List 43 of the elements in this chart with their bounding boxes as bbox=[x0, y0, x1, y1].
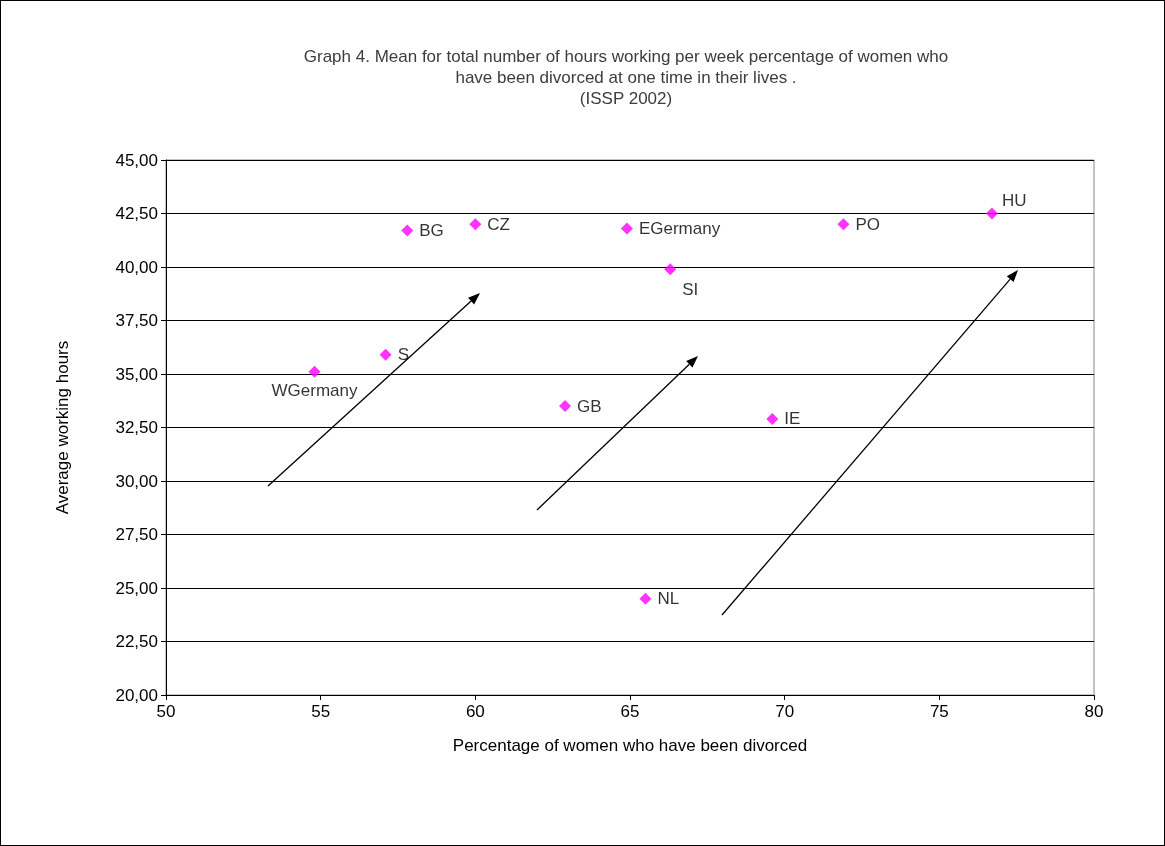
annotation: EGermany bbox=[638, 218, 721, 238]
annotation: IE bbox=[784, 409, 801, 429]
annotation: S bbox=[397, 345, 409, 365]
y-axis-title: Average working hours bbox=[53, 340, 72, 515]
y-tick-label: 25,00 bbox=[115, 578, 158, 598]
x-tick-label: 65 bbox=[620, 702, 640, 721]
y-tick-label: 32,50 bbox=[115, 418, 158, 437]
annotation: NL bbox=[657, 589, 680, 609]
annotation: PO bbox=[855, 214, 880, 234]
y-tick-label: 37,50 bbox=[115, 311, 158, 330]
point bbox=[469, 218, 482, 231]
annotation: SI bbox=[682, 280, 699, 300]
annotation: BG bbox=[419, 221, 444, 241]
x-tick-label: 60 bbox=[465, 702, 485, 721]
x-tick-label: 80 bbox=[1084, 702, 1104, 721]
point bbox=[379, 348, 392, 361]
y-tick-label: 42,50 bbox=[115, 204, 158, 223]
y-tick-label: 35,00 bbox=[115, 364, 158, 384]
x-tick-label: 70 bbox=[775, 702, 795, 721]
x-axis-title: Percentage of women who have been divorced bbox=[452, 736, 808, 755]
y-tick-label: 40,00 bbox=[115, 257, 158, 277]
y-tick-label: 27,50 bbox=[115, 525, 158, 544]
x-tick-label: 75 bbox=[929, 702, 949, 721]
y-tick-label: 22,50 bbox=[115, 632, 158, 651]
x-tick-label: 55 bbox=[311, 702, 331, 721]
chart-title: Graph 4. Mean for total number of hours working per week percentage of women who have been divorced at one time in their lives . (ISSP 2002) bbox=[303, 47, 949, 108]
point bbox=[664, 263, 677, 276]
annotation: WGermany bbox=[271, 380, 358, 400]
y-tick-label: 45,00 bbox=[115, 150, 158, 170]
point bbox=[620, 222, 633, 235]
point bbox=[766, 412, 779, 425]
point bbox=[401, 224, 414, 237]
x-tick-label: 50 bbox=[156, 702, 176, 721]
y-tick-label: 30,00 bbox=[115, 471, 158, 491]
point bbox=[308, 365, 321, 378]
annotation: HU bbox=[1001, 190, 1027, 210]
annotation: GB bbox=[577, 396, 602, 416]
annotation: CZ bbox=[487, 214, 511, 234]
point bbox=[837, 218, 850, 231]
y-tick-label: 20,00 bbox=[115, 685, 158, 705]
point bbox=[559, 400, 572, 413]
point bbox=[639, 592, 652, 605]
point bbox=[985, 207, 998, 220]
